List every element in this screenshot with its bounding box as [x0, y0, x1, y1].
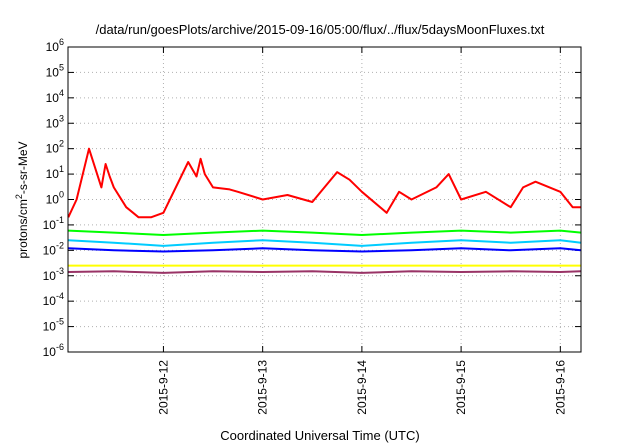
y-tick-label: 10-2 — [43, 240, 64, 257]
y-tick-label: 102 — [46, 139, 64, 156]
series-line-3 — [68, 239, 582, 247]
y-tick-label: 10-1 — [43, 215, 64, 232]
series-line-1 — [67, 147, 581, 219]
y-tick-label: 10-5 — [43, 317, 64, 334]
y-tick-label: 10-6 — [43, 342, 64, 359]
y-tick-label: 106 — [46, 37, 64, 54]
x-tick-label: 2015-9-14 — [355, 360, 369, 415]
plot-frame — [67, 46, 582, 353]
x-tick-label: 2015-9-15 — [454, 360, 468, 415]
x-tick-label: 2015-9-12 — [156, 360, 170, 415]
series-line-6 — [68, 270, 582, 274]
y-tick-label: 10-4 — [43, 291, 64, 308]
y-tick-label: 103 — [46, 113, 64, 130]
x-tick-label: 2015-9-16 — [553, 360, 567, 415]
y-tick-label: 105 — [46, 62, 64, 79]
x-axis-label: Coordinated Universal Time (UTC) — [220, 428, 420, 443]
y-tick-label: 100 — [46, 190, 64, 207]
y-tick-label: 10-3 — [43, 266, 64, 283]
x-tick-label: 2015-9-13 — [256, 360, 270, 415]
chart-title: /data/run/goesPlots/archive/2015-09-16/0… — [95, 22, 545, 37]
series-line-4 — [68, 247, 582, 253]
y-tick-label: 104 — [46, 88, 64, 105]
series-line-2 — [68, 229, 582, 236]
y-tick-label: 101 — [46, 164, 64, 181]
